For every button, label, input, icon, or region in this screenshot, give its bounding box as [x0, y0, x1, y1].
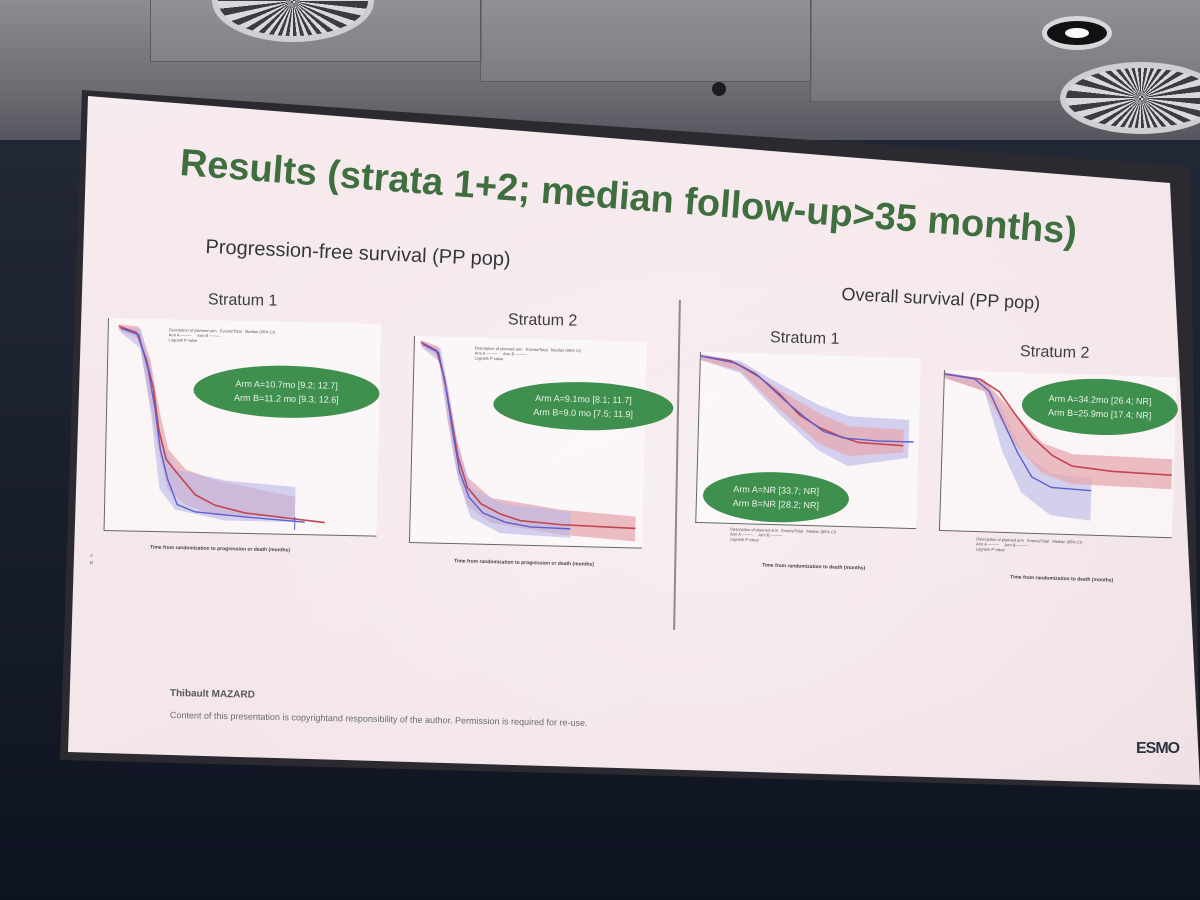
ceiling-lamp	[1042, 16, 1112, 50]
km-line-arm-b	[120, 327, 305, 523]
km-curves-pfs-stratum1	[118, 324, 325, 530]
bubble-line-arm-b: Arm B=25.9mo [17.4; NR]	[1047, 407, 1152, 421]
km-line-arm-b	[944, 373, 1092, 492]
stratum-label-os-2: Stratum 2	[1019, 343, 1090, 362]
author-name: Thibault MAZARD	[169, 688, 255, 701]
km-line-arm-a	[420, 341, 636, 530]
ci-band-arm-a	[944, 373, 1173, 490]
bubble-line-arm-b: Arm B=11.2 mo [9.3; 12.6]	[233, 392, 339, 405]
km-line-arm-b	[422, 343, 571, 530]
km-line-arm-b	[700, 355, 914, 443]
km-plot-os-stratum2: Arm A=34.2mo [26.4; NR] Arm B=25.9mo [17…	[938, 370, 1179, 539]
bubble-line-arm-b: Arm B=NR [28.2; NR]	[732, 497, 820, 511]
ceiling	[0, 0, 1200, 200]
plot-legend-os-1: Description of planned arm Events/Total …	[729, 526, 837, 543]
km-line-arm-a	[944, 373, 1172, 477]
km-plot-pfs-stratum2: Description of planned arm Events/Total …	[408, 336, 674, 549]
km-curves-os-stratum2	[944, 372, 1173, 521]
stratum-label-pfs-1: Stratum 1	[207, 291, 278, 310]
ci-band-arm-b	[422, 342, 571, 538]
plot-legend: Description of planned arm Events/Total …	[474, 345, 582, 362]
ceiling-tile	[480, 0, 812, 82]
km-plot-os-stratum1: Arm A=NR [33.7; NR] Arm B=NR [28.2; NR]	[695, 352, 921, 530]
km-plot-pfs-stratum1: Description of planned arm Events/Total …	[103, 318, 381, 537]
plot-legend: Description of planned arm Events/Total …	[168, 327, 276, 343]
ci-band-arm-b	[120, 326, 296, 522]
ceiling-camera	[712, 82, 726, 96]
esmo-logo: ESMO	[1136, 740, 1180, 757]
ceiling-vent-right	[1060, 62, 1200, 134]
km-curves-pfs-stratum2	[420, 340, 636, 542]
stratum-label-os-1: Stratum 1	[769, 329, 840, 348]
ci-band-arm-a	[700, 355, 904, 457]
bubble-line-arm-b: Arm B=9.0 mo [7.5; 11.9]	[533, 406, 634, 420]
km-curves-os-stratum1	[700, 354, 914, 467]
stratum-label-pfs-2: Stratum 2	[507, 311, 578, 330]
